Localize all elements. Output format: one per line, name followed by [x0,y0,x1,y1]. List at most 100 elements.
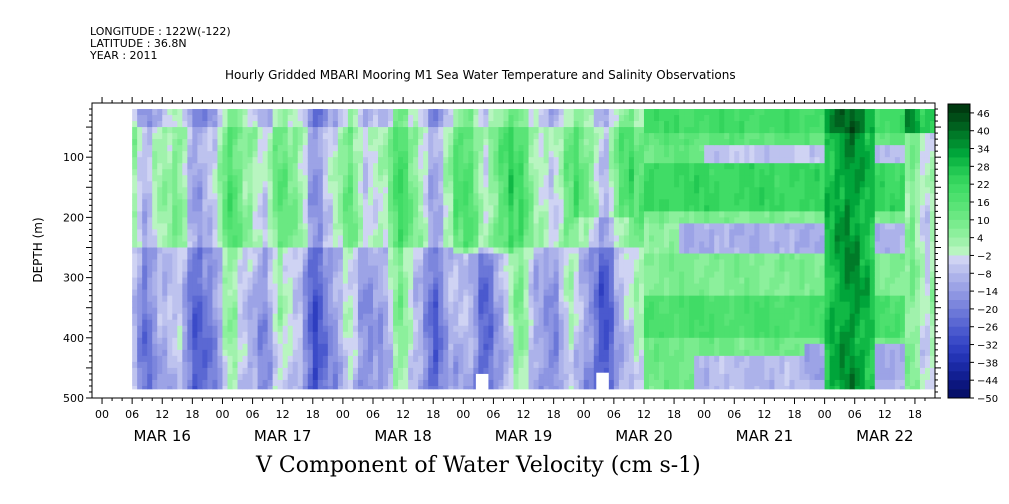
heatmap-cell [187,241,193,248]
heatmap-cell [553,235,560,242]
heatmap-cell [643,283,650,291]
heatmap-cell [418,235,424,242]
heatmap-cell [423,283,429,291]
heatmap-cell [438,187,444,194]
heatmap-cell [282,295,289,303]
heatmap-cell [563,187,570,194]
heatmap-cell [578,169,585,176]
heatmap-cell [393,109,399,116]
heatmap-cell [202,331,208,339]
heatmap-cell [162,217,168,224]
heatmap-cell [157,187,163,194]
heatmap-cell [292,121,299,128]
heatmap-cell [187,121,193,128]
heatmap-cell [398,271,404,278]
heatmap-cell [613,277,620,285]
heatmap-cell [182,343,188,351]
heatmap-cell [503,367,509,375]
heatmap-cell [578,259,585,266]
heatmap-cell [543,169,550,176]
heatmap-cell [643,337,650,345]
heatmap-cell [272,115,279,122]
heatmap-cell [367,127,374,134]
heatmap-cell [272,373,279,381]
heatmap-cell [523,361,529,369]
heatmap-cell [272,319,279,327]
heatmap-cell [242,361,248,369]
heatmap-cell [378,349,384,357]
heatmap-cell [403,181,409,188]
heatmap-cell [618,355,625,363]
heatmap-cell [202,151,208,158]
heatmap-cell [533,211,539,218]
heatmap-cell [518,145,524,152]
heatmap-cell [428,265,434,272]
heatmap-cell [172,247,178,254]
heatmap-cell [513,211,519,218]
heatmap-cell [433,223,439,230]
heatmap-cell [132,259,138,266]
heatmap-cell [327,319,334,327]
heatmap-cell [187,229,193,236]
heatmap-cell [222,295,228,303]
heatmap-cell [327,253,334,260]
heatmap-cell [478,343,484,351]
heatmap-cell [428,229,434,236]
heatmap-cell [428,259,434,266]
heatmap-cell [247,331,253,339]
heatmap-cell [152,205,158,212]
heatmap-cell [598,247,605,254]
heatmap-cell [458,223,464,230]
heatmap-cell [483,187,489,194]
heatmap-cell [643,313,650,321]
heatmap-cell [142,109,148,116]
heatmap-cell [553,211,560,218]
heatmap-cell [568,133,575,140]
heatmap-cell [473,199,479,206]
heatmap-cell [488,253,494,260]
heatmap-cell [202,121,208,128]
heatmap-cell [317,199,324,206]
heatmap-cell [157,217,163,224]
heatmap-cell [262,133,269,140]
heatmap-cell [638,235,645,242]
heatmap-cell [277,205,284,212]
heatmap-cell [342,217,349,224]
heatmap-cell [167,115,173,122]
heatmap-cell [433,361,439,369]
heatmap-cell [388,175,394,182]
heatmap-cell [413,253,419,260]
heatmap-cell [553,199,560,206]
heatmap-cell [252,349,258,357]
heatmap-cell [292,247,299,254]
heatmap-cell [523,157,529,164]
heatmap-cell [558,373,565,381]
heatmap-cell [458,349,464,357]
heatmap-cell [523,175,529,182]
heatmap-cell [568,217,575,224]
heatmap-cell [578,181,585,188]
heatmap-cell [593,163,600,170]
heatmap-cell [137,157,143,164]
heatmap-cell [187,307,193,315]
heatmap-cell [513,301,519,309]
heatmap-cell [488,163,494,170]
heatmap-cell [448,229,454,236]
heatmap-cell [468,163,474,170]
heatmap-cell [513,139,519,146]
heatmap-cell [152,283,158,291]
heatmap-cell [157,247,163,254]
heatmap-cell [147,253,153,260]
heatmap-cell [277,151,284,158]
heatmap-cell [327,385,334,390]
heatmap-cell [538,181,545,188]
heatmap-cell [623,325,630,333]
heatmap-cell [327,127,334,134]
heatmap-cell [438,151,444,158]
heatmap-cell [352,349,359,357]
heatmap-cell [388,127,394,134]
heatmap-cell [538,271,545,278]
heatmap-cell [498,325,504,333]
heatmap-cell [453,145,459,152]
heatmap-cell [202,379,208,387]
